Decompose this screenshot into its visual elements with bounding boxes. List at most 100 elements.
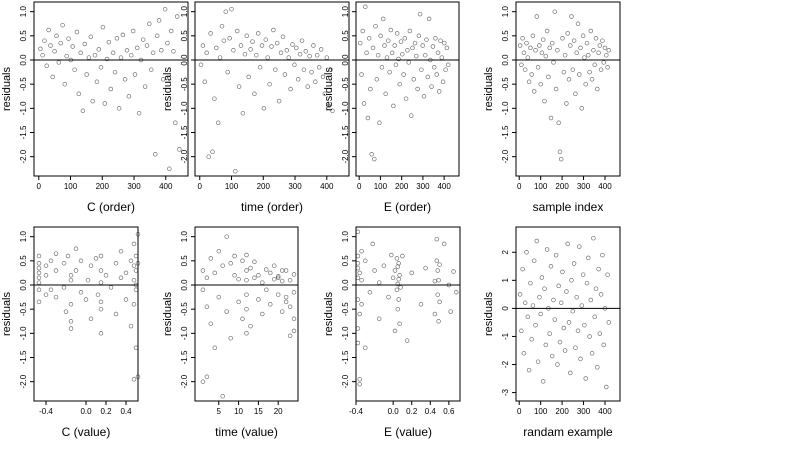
data-point <box>96 47 102 52</box>
y-axis-title: residuals <box>162 291 174 336</box>
x-tick-label: 400 <box>598 182 612 191</box>
data-point <box>268 270 273 276</box>
data-point <box>98 331 104 336</box>
data-point <box>279 309 285 314</box>
data-point <box>103 273 109 278</box>
x-tick-label: 300 <box>577 407 591 416</box>
data-point <box>90 98 95 104</box>
data-point <box>551 60 556 65</box>
data-point <box>78 258 84 264</box>
y-tick-label: -2.0 <box>341 149 350 163</box>
data-point <box>437 299 442 305</box>
data-point <box>275 275 281 281</box>
data-point <box>384 55 390 60</box>
data-point <box>320 74 326 80</box>
data-point <box>543 53 549 59</box>
data-point <box>370 241 375 247</box>
data-point <box>78 50 83 56</box>
data-point <box>36 261 42 266</box>
data-point <box>322 91 328 97</box>
data-point <box>529 72 534 77</box>
data-point <box>167 166 172 172</box>
data-point <box>221 38 227 43</box>
x-tick-label: 200 <box>96 182 110 191</box>
y-tick-label: -1.5 <box>501 125 510 139</box>
data-point <box>68 277 74 283</box>
data-point <box>224 309 229 314</box>
data-point <box>547 45 552 51</box>
data-point <box>273 67 278 72</box>
data-point <box>591 48 596 53</box>
data-point <box>116 106 122 111</box>
y-tick-label: 0.0 <box>341 279 350 291</box>
x-tick-label: 300 <box>288 182 302 191</box>
data-point <box>376 280 382 285</box>
data-point <box>311 43 316 48</box>
data-point <box>280 34 286 40</box>
data-point <box>212 270 218 276</box>
data-point <box>436 277 441 283</box>
x-tick-label: 0 <box>357 182 362 191</box>
x-axis-title: E (order) <box>384 200 431 214</box>
data-point <box>552 9 558 14</box>
data-point <box>283 268 289 273</box>
data-point <box>395 306 401 312</box>
data-point <box>392 328 398 334</box>
data-point <box>154 33 160 39</box>
y-tick-label: -3 <box>501 388 510 396</box>
data-point <box>396 297 401 302</box>
data-point <box>443 67 448 72</box>
data-point <box>539 50 545 56</box>
data-point <box>564 289 569 294</box>
data-point <box>43 273 49 278</box>
data-point <box>206 154 211 159</box>
data-point <box>436 89 442 94</box>
data-point <box>44 63 49 69</box>
data-point <box>113 311 119 317</box>
data-point <box>520 36 525 41</box>
data-point <box>383 91 388 97</box>
data-point <box>606 48 612 53</box>
y-tick-label: 1.0 <box>501 6 510 18</box>
data-point <box>548 115 554 121</box>
plot-frame <box>515 226 621 402</box>
data-point <box>92 52 98 58</box>
data-point <box>43 263 49 268</box>
data-point <box>388 27 394 33</box>
data-point <box>144 43 150 48</box>
data-point <box>53 294 59 300</box>
data-point <box>52 49 57 54</box>
data-point <box>396 56 401 62</box>
data-point <box>584 280 590 286</box>
y-tick-label: -1.0 <box>19 326 28 340</box>
data-point <box>88 263 94 268</box>
data-point <box>64 53 69 59</box>
data-point <box>524 250 529 255</box>
data-point <box>283 299 289 305</box>
data-point <box>387 69 392 75</box>
data-point <box>225 69 230 75</box>
data-point <box>100 24 106 30</box>
data-point <box>580 272 586 277</box>
data-point <box>598 292 604 297</box>
x-tick-label: 0.0 <box>80 407 92 416</box>
data-point <box>200 43 206 48</box>
data-point <box>436 319 441 324</box>
data-point <box>558 300 564 306</box>
y-tick-label: 1.0 <box>19 6 28 18</box>
data-point <box>363 258 368 264</box>
data-point <box>204 304 210 310</box>
data-point <box>286 55 291 60</box>
data-point <box>260 280 265 285</box>
data-point <box>355 253 361 259</box>
y-tick-label: -0.5 <box>180 302 189 316</box>
data-point <box>295 77 301 82</box>
data-point <box>240 110 246 116</box>
data-point <box>219 23 225 29</box>
data-point <box>546 74 551 80</box>
panel-4: 0 100 200 300 400 1.0 0.5 0.0 -0.5 -1.0 -1.5 -2.0 sa… <box>483 1 621 214</box>
data-point <box>232 253 237 259</box>
data-point <box>529 337 534 342</box>
data-point <box>53 251 59 256</box>
